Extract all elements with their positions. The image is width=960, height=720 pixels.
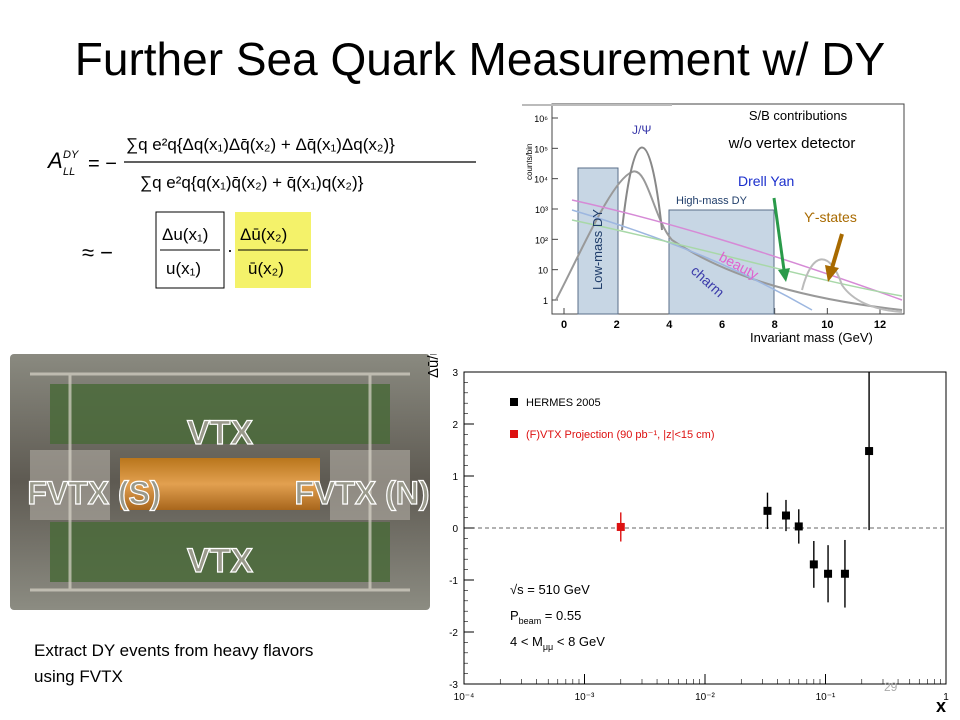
- data-point: [794, 522, 803, 531]
- data-point: [840, 569, 849, 578]
- detector-photo: VTX FVTX (S) FVTX (N) VTX: [10, 354, 430, 610]
- approx-den2: ū(x₂): [248, 259, 284, 278]
- drell-yan-label: Drell Yan: [738, 173, 794, 189]
- spectrum-y-tick-label: 10⁵: [534, 144, 548, 154]
- high-mass-dy-region: [668, 209, 775, 315]
- spectrum-y-tick-label: 10⁴: [534, 175, 548, 185]
- upper-boards: [50, 384, 390, 444]
- x-tick-label: 10⁻¹: [816, 692, 836, 703]
- vtx-label-bottom: VTX: [187, 542, 253, 580]
- dot-operator: ·: [227, 240, 233, 260]
- spectrum-y-tick-label: 10³: [535, 205, 548, 215]
- ubar-polarization-plot: -3 -2 -1 0 1 2 3 10⁻⁴ 10⁻³ 10⁻² 10⁻¹ 1 Δū/ū x HERME…: [425, 354, 949, 716]
- spectrum-y-tick-label: 10⁶: [534, 114, 548, 124]
- numerator: ∑q e²q{Δq(x₁)Δq̄(x₂) + Δq̄(x₁)Δq(x₂)}: [126, 135, 395, 154]
- lower-boards: [50, 522, 390, 582]
- upsilon-peak: [801, 258, 903, 313]
- plot-xlabel: x: [936, 696, 946, 716]
- upsilon-label: ϒ-states: [804, 209, 857, 225]
- spectrum-x-tick-label: 8: [772, 319, 778, 331]
- fvtx-north-label: FVTX (N): [294, 475, 429, 511]
- approx-minus: ≈ −: [82, 240, 113, 265]
- y-tick-label: 2: [452, 420, 458, 431]
- data-point: [865, 447, 874, 456]
- detector-core: [120, 458, 320, 510]
- equation-block: A DY LL = − ∑q e²q{Δq(x₁)Δq̄(x₂) + Δq̄(x…: [46, 135, 476, 289]
- fvtx-south-label: FVTX (S): [27, 475, 160, 511]
- low-mass-dy-label: Low-mass DY: [590, 209, 605, 290]
- x-tick-label: 10⁻³: [575, 692, 595, 703]
- drell-yan-arrow: [772, 197, 786, 271]
- jpsi-label: J/Ψ: [632, 123, 651, 137]
- upsilon-arrow: [830, 233, 844, 269]
- annotation-sqrt-s: √s = 510 GeV: [510, 582, 590, 597]
- data-point: [763, 506, 772, 515]
- legend-hermes: HERMES 2005: [526, 397, 601, 409]
- spectrum-ylabel: counts/bin: [525, 144, 534, 180]
- spectrum-x-tick-label: 2: [614, 319, 620, 331]
- annotation-pbeam: Pbeam = 0.55: [510, 608, 581, 626]
- caption: Extract DY events from heavy flavors usi…: [34, 638, 404, 690]
- spectrum-y-tick-label: 10: [538, 266, 548, 276]
- x-tick-label: 10⁻⁴: [454, 692, 475, 703]
- data-point: [781, 511, 790, 520]
- legend-projection: (F)VTX Projection (90 pb⁻¹, |z|<15 cm): [526, 429, 715, 441]
- approx-num1: Δu(x₁): [162, 225, 208, 244]
- spectrum-x-tick-label: 6: [719, 319, 725, 331]
- approx-num2: Δū(x₂): [240, 225, 287, 244]
- data-point: [616, 522, 625, 531]
- denominator: ∑q e²q{q(x₁)q̄(x₂) + q̄(x₁)q(x₂)}: [140, 173, 364, 192]
- charm-curve: [571, 209, 813, 311]
- y-tick-label: 3: [452, 368, 458, 379]
- asymmetry-sub: LL: [63, 166, 75, 178]
- spectrum-x-tick-label: 10: [821, 319, 833, 331]
- annotation-mass-range: 4 < Mμμ < 8 GeV: [510, 634, 605, 652]
- y-tick-label: -3: [449, 680, 458, 691]
- y-tick-label: 1: [452, 472, 458, 483]
- high-mass-dy-label: High-mass DY: [676, 195, 748, 207]
- spectrum-x-tick-label: 0: [561, 319, 567, 331]
- page-number: 29: [884, 680, 898, 694]
- drell-yan-curve: [571, 219, 903, 297]
- data-point: [824, 569, 833, 578]
- y-tick-label: -1: [449, 576, 458, 587]
- u-ratio-box: [155, 211, 225, 289]
- spectrum-y-tick-label: 1: [543, 296, 548, 306]
- spectrum-xlabel: Invariant mass (GeV): [750, 330, 873, 345]
- y-tick-label: 0: [452, 524, 458, 535]
- plot-ticks: -3 -2 -1 0 1 2 3 10⁻⁴ 10⁻³ 10⁻² 10⁻¹ 1: [449, 368, 949, 703]
- plot-ylabel-text: Δū/ū: [425, 354, 442, 378]
- spectrum-x-tick-label: 12: [874, 319, 886, 331]
- asymmetry-symbol: A: [46, 148, 63, 173]
- x-tick-label: 1: [943, 692, 949, 703]
- vtx-label-top: VTX: [187, 414, 253, 452]
- spectrum-y-ticks: 10⁶ 10⁵ 10⁴ 10³ 10² 10 1: [534, 114, 558, 306]
- jpsi-peak: [621, 146, 663, 231]
- caption-line-2: using FVTX: [34, 667, 123, 686]
- spectrum-header-2: w/o vertex detector: [728, 135, 856, 152]
- slide-title: Further Sea Quark Measurement w/ DY: [74, 33, 886, 85]
- x-tick-label: 10⁻²: [695, 692, 715, 703]
- drell-yan-arrowhead: [778, 268, 790, 282]
- spectrum-x-tick-label: 4: [666, 319, 673, 331]
- asymmetry-sup: DY: [63, 149, 79, 161]
- caption-line-1: Extract DY events from heavy flavors: [34, 641, 314, 660]
- upsilon-arrowhead: [825, 265, 839, 282]
- spectrum-top-edge: [522, 104, 672, 106]
- spectrum-header-1: S/B contributions: [749, 108, 848, 123]
- approx-den1: u(x₁): [166, 259, 201, 278]
- beauty-curve: [571, 199, 903, 301]
- equals-minus: = −: [88, 153, 117, 175]
- spectrum-y-tick-label: 10²: [535, 235, 548, 245]
- total-curve: [555, 170, 903, 311]
- y-tick-label: -2: [449, 628, 458, 639]
- legend-marker-projection: [510, 430, 518, 438]
- legend-marker-hermes: [510, 398, 518, 406]
- plot-points: [616, 372, 874, 608]
- data-point: [809, 560, 818, 569]
